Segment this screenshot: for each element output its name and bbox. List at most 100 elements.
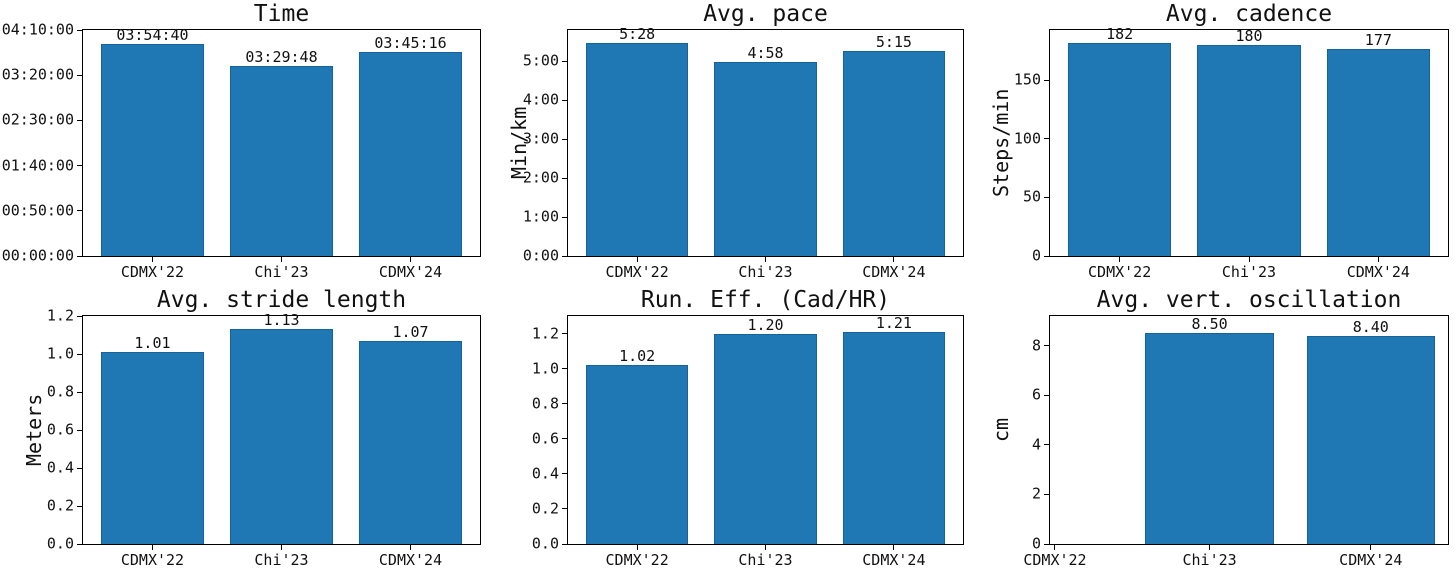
- x-tick-mark: [1209, 544, 1211, 550]
- bar: [842, 51, 946, 256]
- bar-value-label: 03:29:48: [245, 48, 318, 67]
- y-axis-label: Min/km: [507, 106, 531, 180]
- y-tick-mark: [562, 473, 568, 475]
- bar-value-label: 03:45:16: [374, 34, 447, 53]
- y-tick-label: 0.0: [46, 534, 74, 553]
- x-tick-label: CDMX'22: [605, 551, 669, 569]
- bar-value-label: 180: [1235, 27, 1263, 46]
- x-tick-label: CDMX'22: [120, 263, 185, 281]
- bar: [1067, 42, 1172, 256]
- y-tick-label: 0.2: [46, 496, 74, 515]
- y-tick-label: 0:00: [522, 246, 559, 265]
- bar-value-label: 5:15: [875, 33, 912, 52]
- bar-value-label: 1.01: [134, 334, 171, 353]
- x-tick-label: CDMX'24: [1339, 551, 1403, 569]
- bar: [714, 333, 817, 544]
- y-tick-mark: [562, 138, 568, 140]
- y-tick-mark: [1044, 196, 1050, 198]
- bar: [358, 340, 463, 544]
- x-tick-mark: [1377, 256, 1379, 262]
- plot-area: 0 2 4 6 8 CDMX'22 Chi'23 8.50 CDMX'24 8.40: [1023, 315, 1449, 569]
- y-axis-label: Meters: [22, 393, 46, 467]
- y-tick-label: 1.0: [531, 359, 559, 378]
- x-tick-label: CDMX'22: [120, 551, 185, 569]
- x-tick-label: CDMX'24: [862, 263, 926, 281]
- x-tick-label: Chi'23: [738, 263, 793, 281]
- x-tick-label: Chi'23: [1221, 263, 1277, 281]
- y-tick-label: 0.2: [531, 499, 559, 518]
- plot-area: 00:00:00 00:50:00 01:40:00 02:30:00 03:20:00…: [2, 21, 481, 281]
- y-tick-label: 0.0: [531, 534, 559, 553]
- plot-area: 0:00 1:00 2:00 3:00 4:00 5:00 CDMX'22 5:28 Chi'2…: [523, 25, 964, 281]
- x-tick-mark: [1054, 544, 1056, 550]
- y-tick-mark: [77, 74, 83, 76]
- y-tick-label: 150: [1013, 70, 1041, 89]
- y-tick-label: 2:00: [522, 168, 559, 187]
- y-tick-mark: [562, 60, 568, 62]
- y-tick-mark: [562, 255, 568, 257]
- x-tick-label: Chi'23: [1182, 551, 1237, 569]
- y-tick-mark: [562, 216, 568, 218]
- bar-value-label: 177: [1364, 30, 1392, 49]
- y-tick-mark: [562, 333, 568, 335]
- y-tick-mark: [77, 255, 83, 257]
- y-tick-mark: [1044, 394, 1050, 396]
- chart-title: Avg. cadence: [1165, 1, 1333, 27]
- bar: [100, 43, 205, 256]
- y-tick-label: 03:20:00: [1, 65, 74, 84]
- x-tick-label: CDMX'24: [378, 263, 443, 281]
- x-tick-label: Chi'23: [738, 551, 793, 569]
- x-tick-mark: [893, 256, 895, 262]
- bar-value-label: 5:28: [619, 25, 656, 43]
- x-tick-label: CDMX'22: [605, 263, 669, 281]
- bar: [1326, 48, 1431, 256]
- x-tick-mark: [636, 544, 638, 550]
- y-tick-mark: [1044, 138, 1050, 140]
- y-tick-mark: [77, 210, 83, 212]
- bar: [229, 329, 334, 544]
- y-tick-label: 0: [1031, 246, 1041, 265]
- y-tick-mark: [562, 508, 568, 510]
- x-tick-mark: [765, 544, 766, 550]
- y-tick-label: 1.2: [46, 306, 74, 325]
- plot-area: 0.0 0.2 0.4 0.6 0.8 1.0 1.2 CDMX'22 1.01 Chi'23 1.…: [47, 307, 481, 569]
- bar-value-label: 1.13: [263, 311, 300, 330]
- y-axis-label: cm: [989, 417, 1013, 443]
- y-tick-label: 00:00:00: [1, 246, 74, 265]
- y-tick-label: 1.2: [531, 324, 559, 343]
- chart-title: Avg. pace: [703, 1, 828, 27]
- x-tick-mark: [1248, 256, 1250, 262]
- chart-title: Run. Eff. (Cad/HR): [640, 287, 891, 313]
- y-tick-mark: [1044, 493, 1050, 495]
- y-axis-label: Steps/min: [989, 88, 1013, 198]
- y-tick-mark: [1044, 255, 1050, 257]
- x-tick-label: CDMX'22: [1088, 263, 1152, 281]
- y-tick-label: 5:00: [522, 51, 559, 70]
- y-tick-label: 3:00: [522, 129, 559, 148]
- y-tick-label: 8: [1031, 336, 1041, 355]
- y-tick-mark: [77, 29, 83, 31]
- y-tick-mark: [77, 505, 83, 507]
- y-tick-mark: [1044, 79, 1050, 81]
- x-tick-mark: [151, 256, 153, 262]
- y-tick-mark: [562, 368, 568, 370]
- y-tick-label: 0.8: [46, 382, 74, 401]
- bar: [1197, 45, 1301, 256]
- y-tick-label: 04:10:00: [1, 20, 74, 39]
- x-tick-mark: [281, 256, 282, 262]
- y-tick-label: 1:00: [522, 207, 559, 226]
- y-tick-mark: [77, 543, 83, 545]
- y-tick-mark: [77, 429, 83, 431]
- y-tick-label: 4: [1031, 435, 1041, 454]
- bar-value-label: 182: [1106, 24, 1134, 43]
- y-tick-label: 2: [1031, 484, 1041, 503]
- y-tick-mark: [562, 438, 568, 440]
- x-tick-mark: [1119, 256, 1121, 262]
- y-tick-label: 0.6: [531, 429, 559, 448]
- chart-title: Avg. stride length: [156, 287, 407, 313]
